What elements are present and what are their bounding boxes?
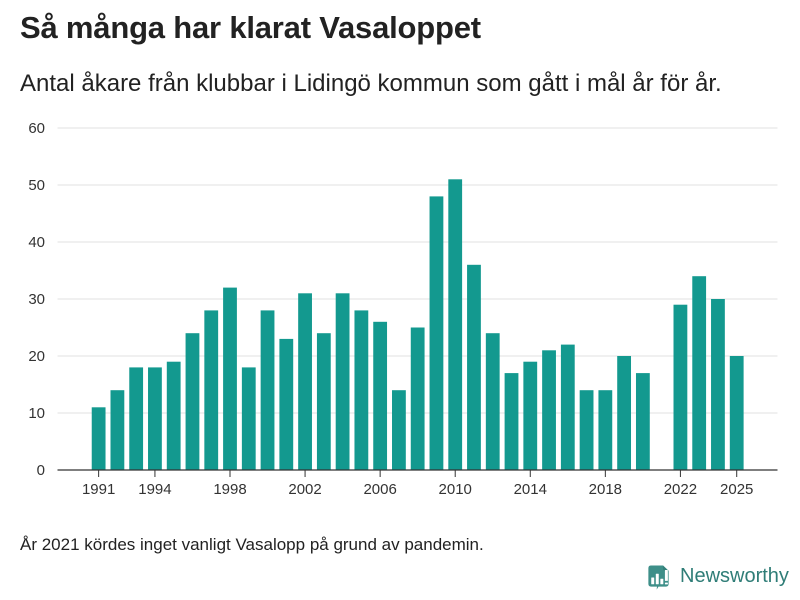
svg-text:20: 20 [28, 348, 45, 365]
svg-text:2022: 2022 [664, 481, 697, 498]
svg-text:30: 30 [28, 291, 45, 308]
svg-text:2010: 2010 [439, 481, 472, 498]
svg-text:0: 0 [37, 462, 45, 479]
svg-text:2025: 2025 [720, 481, 753, 498]
svg-text:2018: 2018 [589, 481, 622, 498]
svg-text:1998: 1998 [213, 481, 246, 498]
svg-text:60: 60 [28, 120, 45, 137]
svg-text:10: 10 [28, 405, 45, 422]
svg-text:2006: 2006 [363, 481, 396, 498]
svg-text:40: 40 [28, 234, 45, 251]
svg-text:1991: 1991 [82, 481, 115, 498]
svg-text:1994: 1994 [138, 481, 171, 498]
svg-text:2014: 2014 [514, 481, 547, 498]
svg-text:2002: 2002 [288, 481, 321, 498]
svg-text:50: 50 [28, 177, 45, 194]
